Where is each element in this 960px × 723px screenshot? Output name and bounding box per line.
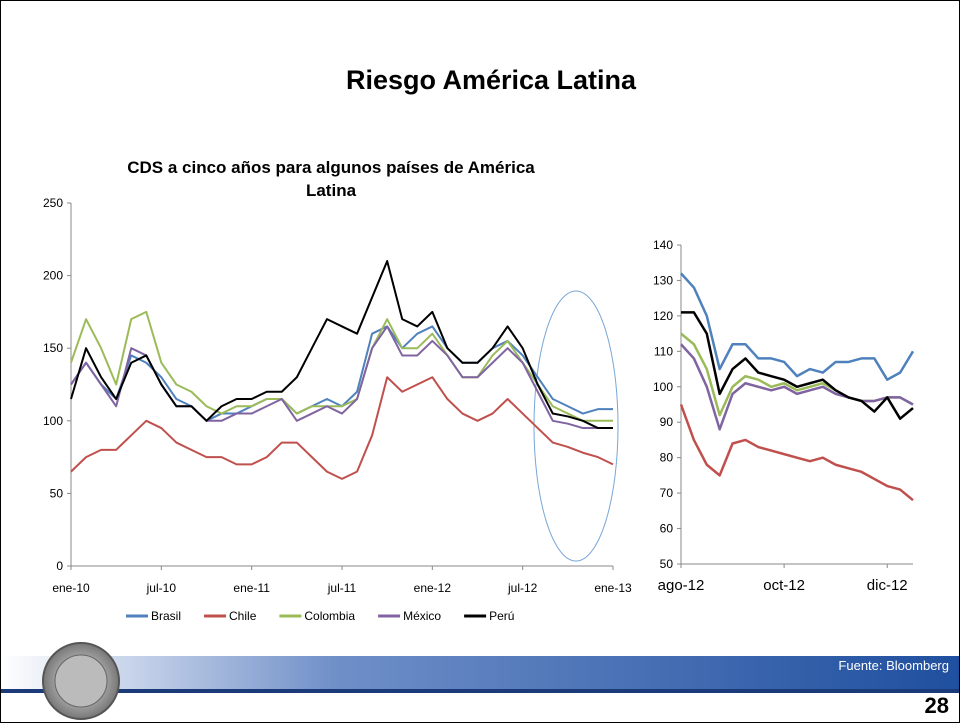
y-tick-label: 120: [653, 309, 673, 323]
y-tick-label: 0: [56, 559, 63, 573]
series-line: [681, 311, 914, 420]
x-tick-label: dic-12: [867, 577, 908, 594]
y-tick-label: 90: [660, 415, 674, 429]
y-tick-label: 50: [50, 486, 64, 500]
chart-title: CDS a cinco años para algunos países de …: [127, 158, 535, 200]
x-tick-label: ene-13: [594, 581, 632, 595]
y-tick-label: 200: [43, 269, 63, 283]
x-tick-label: ene-10: [52, 581, 90, 595]
x-tick-label: oct-12: [763, 577, 805, 594]
footer-bar: [1, 656, 959, 691]
y-tick-label: 100: [653, 380, 673, 394]
footer-line: [1, 689, 959, 693]
legend-label: México: [403, 609, 441, 623]
logo-inner: [54, 654, 108, 708]
series-line: [680, 272, 915, 381]
x-tick-label: jul-11: [327, 581, 357, 595]
source: Fuente: Bloomberg: [838, 658, 949, 673]
legend-label: Perú: [489, 609, 514, 623]
series-line: [70, 376, 614, 480]
y-tick-label: 70: [660, 486, 674, 500]
y-tick-label: 250: [43, 196, 63, 210]
page-number: 28: [925, 693, 949, 718]
slide-title: Riesgo América Latina: [345, 65, 637, 95]
series-line: [680, 343, 914, 431]
x-tick-label: jul-10: [146, 581, 177, 595]
series-line: [679, 404, 914, 502]
y-tick-label: 80: [660, 451, 674, 465]
legend-label: Chile: [229, 609, 257, 623]
x-tick-label: jul-12: [507, 581, 538, 595]
y-tick-label: 140: [653, 238, 673, 252]
legend-label: Colombia: [304, 609, 355, 623]
highlight-ellipse: [533, 290, 619, 562]
y-tick-label: 110: [654, 344, 673, 358]
y-tick-label: 130: [653, 273, 673, 287]
y-tick-label: 150: [43, 341, 63, 355]
x-tick-label: ene-11: [233, 581, 270, 595]
y-tick-label: 100: [43, 414, 63, 428]
y-tick-label: 60: [660, 522, 674, 536]
series-line: [70, 260, 613, 430]
legend-label: Brasil: [151, 609, 181, 623]
x-tick-label: ago-12: [658, 577, 705, 594]
x-tick-label: ene-12: [414, 581, 452, 595]
y-tick-label: 50: [660, 557, 674, 571]
